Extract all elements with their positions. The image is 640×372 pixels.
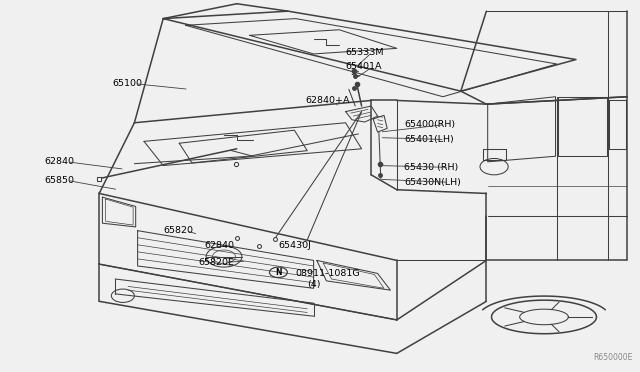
Text: (4): (4) (307, 280, 321, 289)
Text: 65401A: 65401A (346, 62, 382, 71)
Text: 65430 (RH): 65430 (RH) (404, 163, 459, 172)
Text: 65333M: 65333M (346, 48, 384, 57)
Text: 65850: 65850 (45, 176, 75, 185)
Text: 65100: 65100 (112, 79, 142, 88)
Text: R650000E: R650000E (593, 353, 632, 362)
Text: 62840: 62840 (205, 241, 235, 250)
Text: 65430N(LH): 65430N(LH) (404, 178, 461, 187)
Text: 62840: 62840 (45, 157, 75, 166)
Text: 62840+A: 62840+A (305, 96, 350, 105)
Text: 65430J: 65430J (278, 241, 311, 250)
Text: 65820: 65820 (163, 226, 193, 235)
Text: 08911-1081G: 08911-1081G (296, 269, 360, 278)
Text: 65820E: 65820E (198, 258, 234, 267)
Text: N: N (275, 268, 282, 277)
Text: 65400(RH): 65400(RH) (404, 120, 456, 129)
Text: 65401(LH): 65401(LH) (404, 135, 454, 144)
